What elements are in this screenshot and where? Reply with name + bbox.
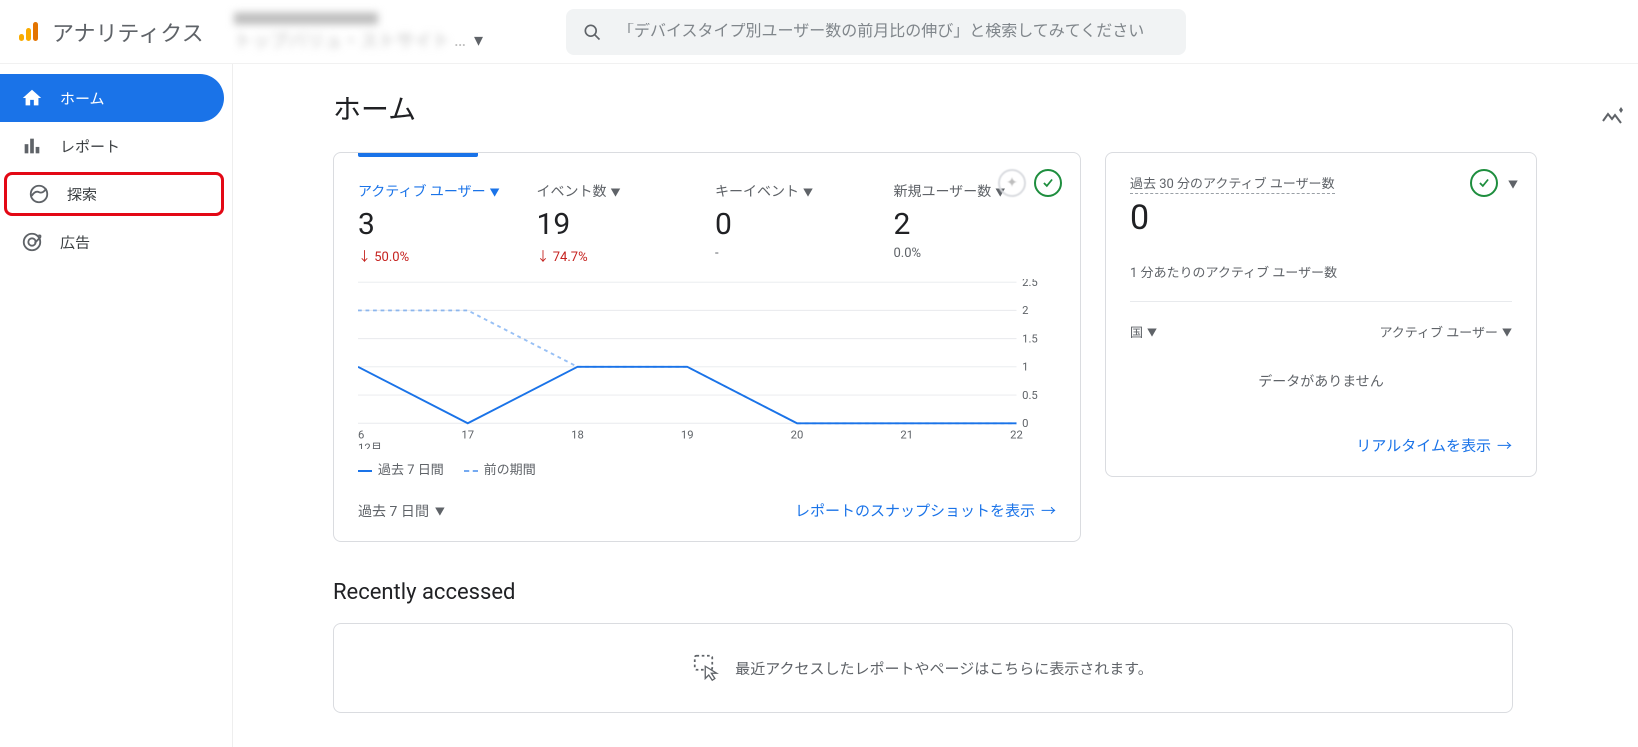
- divider: [1130, 301, 1512, 302]
- caret-down-icon: ▼: [490, 184, 500, 199]
- active-users-selector[interactable]: アクティブ ユーザー▼: [1379, 322, 1512, 341]
- analytics-logo-icon: [16, 20, 40, 44]
- ai-badge-icon[interactable]: ✦: [998, 169, 1026, 197]
- property-selector[interactable]: ████████████ トップバリュ・ストサイト … ▾: [226, 8, 546, 56]
- sidebar-item-reports[interactable]: レポート: [0, 122, 224, 170]
- svg-text:20: 20: [791, 428, 804, 441]
- status-ok-icon[interactable]: [1470, 169, 1498, 197]
- recently-accessed-heading: Recently accessed: [333, 580, 1598, 605]
- status-ok-icon[interactable]: [1034, 169, 1062, 197]
- svg-text:0.5: 0.5: [1022, 389, 1038, 402]
- date-range-label: 過去 7 日間: [358, 501, 429, 521]
- sidebar-item-label: ホーム: [60, 88, 105, 109]
- link-label: レポートのスナップショットを表示: [795, 500, 1035, 521]
- metric-value: 3: [358, 207, 521, 242]
- sidebar-item-ads[interactable]: 広告: [0, 218, 224, 266]
- cursor-box-icon: [693, 654, 721, 682]
- bar-chart-icon: [20, 134, 44, 158]
- svg-text:21: 21: [900, 428, 913, 441]
- caret-down-icon: ▾: [474, 30, 483, 51]
- app-header: アナリティクス ████████████ トップバリュ・ストサイト … ▾: [0, 0, 1638, 64]
- metric-label[interactable]: キーイベント▼: [715, 181, 878, 201]
- page-title: ホーム: [333, 88, 1598, 128]
- recently-accessed-text: 最近アクセスしたレポートやページはこちらに表示されます。: [735, 658, 1152, 679]
- arrow-right-icon: →: [1041, 500, 1056, 521]
- realtime-card: ▼ 過去 30 分のアクティブ ユーザー数 0 1 分あたりのアクティブ ユーザ…: [1105, 152, 1537, 477]
- realtime-nodata: データがありません: [1130, 371, 1512, 391]
- sidebar-item-label: 探索: [67, 184, 97, 205]
- realtime-value: 0: [1130, 198, 1512, 238]
- property-ellipsis: …: [454, 30, 466, 51]
- metric-delta: ↓ 50.0%: [358, 246, 521, 265]
- svg-text:0: 0: [1022, 417, 1028, 430]
- main-content: ホーム ✦ アクティブ ユーザー▼ 3 ↓ 50.0% イベント数▼ 19 ↓ 74.7%…: [232, 64, 1638, 747]
- metric-キーイベント[interactable]: キーイベント▼ 0 -: [715, 181, 878, 265]
- search-input[interactable]: [618, 23, 1170, 41]
- line-chart: 0 0.5 1 1.5 2 2.5 16 17 18 19 20 21 22 12月: [358, 279, 1056, 449]
- caret-down-icon: ▼: [611, 184, 621, 199]
- svg-text:19: 19: [681, 428, 694, 441]
- metric-tab-indicator: [358, 153, 478, 157]
- sidebar-item-label: レポート: [60, 136, 120, 157]
- property-line2: トップバリュ・ストサイト: [234, 27, 450, 53]
- logo-area: アナリティクス: [16, 16, 226, 48]
- search-icon: [582, 22, 602, 42]
- legend-current: 過去 7 日間: [358, 459, 444, 478]
- svg-text:12月: 12月: [358, 441, 382, 449]
- metric-delta: 0.0%: [894, 246, 1057, 261]
- metric-delta: -: [715, 246, 878, 261]
- country-selector[interactable]: 国▼: [1130, 322, 1157, 341]
- sidebar-item-explore[interactable]: 探索: [4, 172, 224, 216]
- legend-previous: 前の期間: [464, 459, 536, 478]
- caret-down-icon: ▼: [435, 503, 445, 518]
- metric-value: 0: [715, 207, 878, 242]
- view-realtime-link[interactable]: リアルタイムを表示 →: [1356, 435, 1512, 456]
- target-icon: [20, 230, 44, 254]
- home-icon: [20, 86, 44, 110]
- property-line1: ████████████: [234, 10, 538, 27]
- realtime-sublabel: 1 分あたりのアクティブ ユーザー数: [1130, 262, 1512, 281]
- metric-label[interactable]: イベント数▼: [537, 181, 700, 201]
- overview-card: ✦ アクティブ ユーザー▼ 3 ↓ 50.0% イベント数▼ 19 ↓ 74.7% キーイベ…: [333, 152, 1081, 542]
- sidebar-item-home[interactable]: ホーム: [0, 74, 224, 122]
- sidebar-item-label: 広告: [60, 232, 90, 253]
- svg-text:1.5: 1.5: [1022, 332, 1038, 345]
- metric-value: 2: [894, 207, 1057, 242]
- date-range-selector[interactable]: 過去 7 日間 ▼: [358, 501, 445, 521]
- explore-icon: [27, 182, 51, 206]
- app-title: アナリティクス: [52, 16, 204, 48]
- link-label: リアルタイムを表示: [1356, 435, 1491, 456]
- metric-アクティブ ユーザー[interactable]: アクティブ ユーザー▼ 3 ↓ 50.0%: [358, 181, 521, 265]
- svg-text:16: 16: [358, 428, 364, 441]
- svg-text:22: 22: [1010, 428, 1023, 441]
- svg-text:18: 18: [571, 428, 584, 441]
- search-bar[interactable]: [566, 9, 1186, 55]
- metric-value: 19: [537, 207, 700, 242]
- realtime-title: 過去 30 分のアクティブ ユーザー数: [1130, 173, 1335, 194]
- svg-text:2: 2: [1022, 304, 1028, 317]
- metric-イベント数[interactable]: イベント数▼ 19 ↓ 74.7%: [537, 181, 700, 265]
- metric-label[interactable]: アクティブ ユーザー▼: [358, 181, 521, 201]
- svg-text:1: 1: [1022, 361, 1028, 374]
- svg-text:2.5: 2.5: [1022, 279, 1038, 289]
- svg-text:17: 17: [461, 428, 474, 441]
- sidebar: ホーム レポート 探索 広告: [0, 64, 232, 747]
- view-snapshot-link[interactable]: レポートのスナップショットを表示 →: [795, 500, 1056, 521]
- caret-down-icon[interactable]: ▼: [1508, 176, 1518, 191]
- recently-accessed-empty: 最近アクセスしたレポートやページはこちらに表示されます。: [333, 623, 1513, 713]
- metric-delta: ↓ 74.7%: [537, 246, 700, 265]
- insights-icon[interactable]: [1590, 94, 1634, 138]
- arrow-right-icon: →: [1497, 435, 1512, 456]
- caret-down-icon: ▼: [803, 184, 813, 199]
